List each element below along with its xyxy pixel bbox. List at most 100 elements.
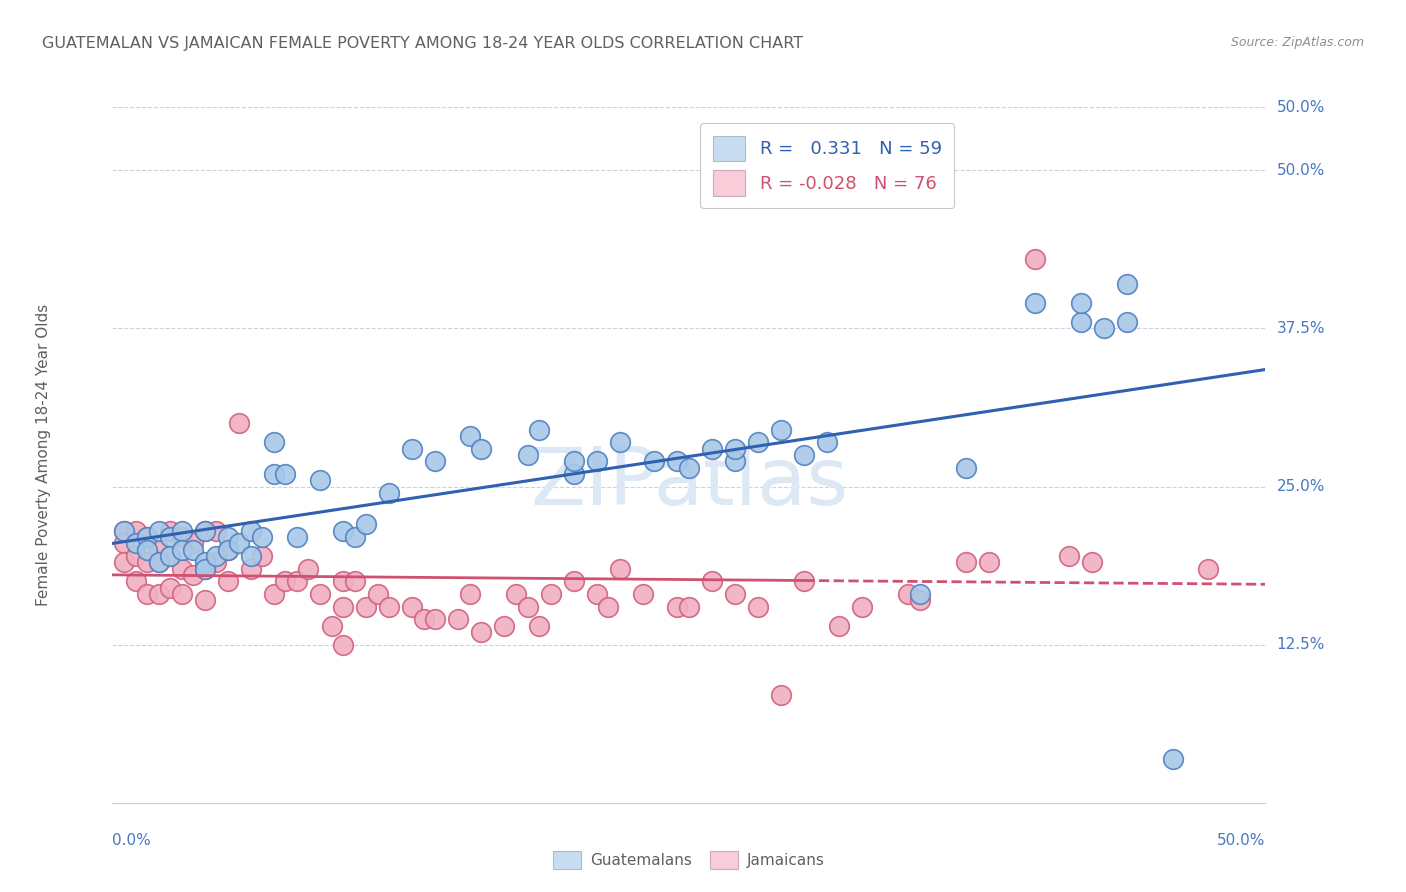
Point [124,524,146,538]
Point [297,562,319,576]
Point [285,530,308,544]
Point [585,454,607,468]
Point [897,587,920,601]
Point [332,638,354,652]
Point [1081,556,1104,570]
Point [401,599,423,614]
Text: GUATEMALAN VS JAMAICAN FEMALE POVERTY AMONG 18-24 YEAR OLDS CORRELATION CHART: GUATEMALAN VS JAMAICAN FEMALE POVERTY AM… [42,36,803,51]
Point [470,625,492,640]
Text: Female Poverty Among 18-24 Year Olds: Female Poverty Among 18-24 Year Olds [35,304,51,606]
Point [666,454,689,468]
Text: 25.0%: 25.0% [1277,479,1324,494]
Point [643,454,665,468]
Point [724,442,747,456]
Point [447,612,470,626]
Point [194,556,217,570]
Point [181,536,204,550]
Point [724,587,747,601]
Point [412,612,434,626]
Point [527,423,550,437]
Point [815,435,838,450]
Point [112,524,135,538]
Legend: Guatemalans, Jamaicans: Guatemalans, Jamaicans [547,846,831,875]
Point [678,460,700,475]
Point [747,435,769,450]
Point [378,599,401,614]
Point [194,593,217,607]
Point [321,618,343,632]
Text: 0.0%: 0.0% [112,833,152,848]
Point [678,599,700,614]
Point [205,556,228,570]
Point [252,549,274,563]
Point [124,574,146,589]
Point [124,536,146,550]
Point [239,549,262,563]
Point [470,442,492,456]
Text: 12.5%: 12.5% [1277,637,1324,652]
Point [136,542,159,557]
Point [770,423,793,437]
Point [1070,296,1092,310]
Point [516,448,538,462]
Text: 50.0%: 50.0% [1277,163,1324,178]
Point [148,542,170,557]
Point [332,574,354,589]
Point [263,467,285,481]
Point [217,530,239,544]
Point [159,581,181,595]
Point [136,556,159,570]
Point [494,618,516,632]
Point [170,562,193,576]
Point [343,530,366,544]
Point [955,460,977,475]
Point [354,599,377,614]
Point [609,435,631,450]
Point [724,454,747,468]
Point [148,556,170,570]
Point [505,587,527,601]
Point [631,587,654,601]
Point [112,536,135,550]
Point [194,524,217,538]
Point [170,530,193,544]
Point [562,467,585,481]
Text: ZIPatlas: ZIPatlas [530,443,848,522]
Point [793,448,815,462]
Text: 50.0%: 50.0% [1218,833,1265,848]
Point [851,599,873,614]
Point [228,417,250,431]
Point [239,562,262,576]
Point [159,549,181,563]
Point [263,435,285,450]
Point [239,524,262,538]
Point [1197,562,1219,576]
Point [194,524,217,538]
Point [343,574,366,589]
Point [136,587,159,601]
Point [136,530,159,544]
Point [274,467,297,481]
Point [309,473,332,487]
Point [401,442,423,456]
Point [700,442,723,456]
Point [332,599,354,614]
Point [585,587,607,601]
Point [425,454,447,468]
Point [516,599,538,614]
Point [148,524,170,538]
Point [1161,751,1184,765]
Point [148,587,170,601]
Point [793,574,815,589]
Point [159,524,181,538]
Point [217,542,239,557]
Point [205,524,228,538]
Point [332,524,354,538]
Point [770,688,793,702]
Text: Source: ZipAtlas.com: Source: ZipAtlas.com [1230,36,1364,49]
Point [1070,315,1092,329]
Point [378,486,401,500]
Point [148,556,170,570]
Point [217,542,239,557]
Point [285,574,308,589]
